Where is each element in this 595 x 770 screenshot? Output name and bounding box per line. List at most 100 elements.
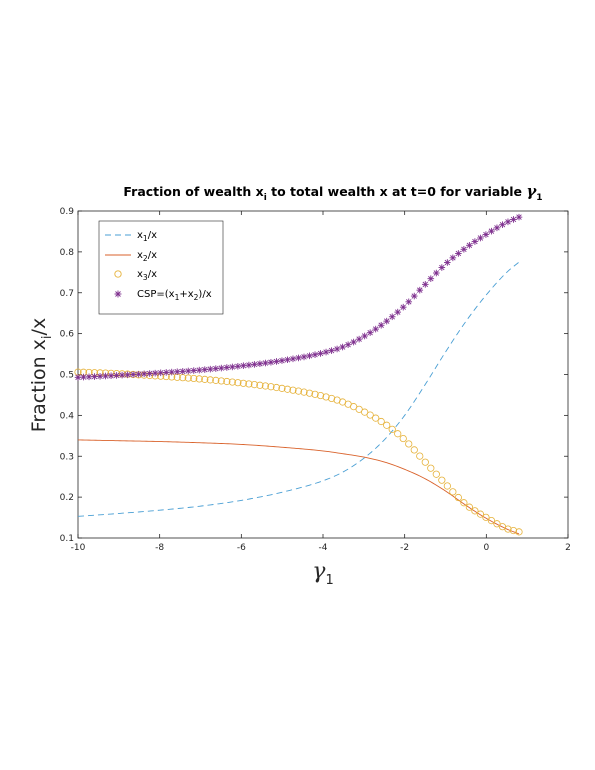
- series-point: [306, 352, 313, 360]
- series-point: [372, 325, 379, 333]
- y-tick-label: 0.2: [60, 493, 74, 503]
- series-point: [311, 351, 319, 358]
- series-point: [228, 378, 236, 386]
- series-point: [207, 365, 214, 373]
- series-point: [201, 375, 209, 383]
- series-point: [344, 341, 352, 348]
- series-point: [206, 376, 214, 384]
- y-tick-label: 0.7: [60, 289, 74, 299]
- y-tick-label: 0.6: [60, 330, 75, 340]
- series-point: [294, 387, 303, 395]
- series-point: [488, 227, 495, 235]
- series-point: [223, 364, 231, 371]
- series-point: [305, 389, 314, 397]
- legend-label-csp: CSP=(x1+x2)/x: [137, 289, 212, 302]
- series-point: [455, 250, 462, 257]
- series-point: [295, 354, 302, 362]
- y-tick-label: 0.8: [60, 248, 75, 258]
- series-point: [256, 381, 264, 389]
- x-tick-label: -8: [155, 543, 164, 553]
- y-tick-label: 0.9: [60, 207, 75, 217]
- series-point: [283, 385, 292, 393]
- series-point: [388, 425, 396, 433]
- x-tick-label: -10: [71, 543, 86, 553]
- x-axis-label: γ1: [312, 559, 333, 588]
- y-tick-label: 0.5: [60, 371, 74, 381]
- series-point: [444, 259, 451, 266]
- series-point: [80, 373, 87, 381]
- series-point: [157, 369, 164, 377]
- series-4: [74, 213, 523, 381]
- series-point: [190, 367, 198, 374]
- series-1: [77, 261, 520, 517]
- x-axis-ticks: -10 -8 -6 -4 -2 0 2: [71, 211, 571, 553]
- series-point: [383, 317, 390, 325]
- series-point: [328, 347, 335, 354]
- series-point: [245, 361, 253, 369]
- series-point: [311, 390, 319, 398]
- series-point: [471, 507, 479, 515]
- series-point: [96, 372, 104, 380]
- series-point: [377, 417, 385, 426]
- series-point: [339, 343, 346, 351]
- series-point: [201, 366, 209, 373]
- series-point: [460, 499, 468, 507]
- series-point: [438, 264, 446, 271]
- series-point: [284, 356, 291, 364]
- series-point: [251, 361, 258, 368]
- series-point: [223, 377, 231, 386]
- series-point: [135, 370, 142, 378]
- series-point: [118, 371, 126, 379]
- series-point: [355, 335, 363, 343]
- series-point: [449, 254, 457, 262]
- series-point: [504, 218, 512, 226]
- legend-box: [98, 220, 224, 315]
- series-layer: [74, 213, 523, 536]
- series-point: [515, 213, 523, 221]
- series-point: [184, 367, 192, 375]
- series-point: [240, 362, 247, 369]
- series-point: [129, 371, 137, 378]
- series-point: [454, 493, 462, 502]
- series-point: [146, 370, 153, 377]
- series-point: [510, 216, 517, 223]
- x-tick-label: -2: [400, 543, 409, 553]
- series-line: [77, 439, 520, 535]
- series-point: [421, 281, 429, 288]
- series-point: [377, 321, 385, 329]
- series-point: [515, 528, 523, 536]
- series-point: [212, 376, 220, 384]
- series-point: [432, 470, 440, 478]
- series-point: [449, 488, 457, 496]
- series-point: [405, 298, 413, 306]
- series-point: [394, 308, 402, 316]
- series-point: [493, 224, 501, 232]
- y-axis-label: Fraction xi/x: [28, 318, 55, 432]
- series-point: [433, 269, 440, 277]
- series-point: [278, 357, 286, 364]
- series-point: [366, 329, 374, 336]
- series-point: [300, 388, 308, 396]
- series-point: [278, 384, 286, 392]
- series-point: [140, 370, 148, 378]
- series-point: [476, 510, 485, 518]
- series-point: [327, 394, 336, 403]
- series-point: [399, 303, 407, 311]
- series-point: [239, 379, 247, 387]
- series-point: [289, 355, 297, 363]
- legend-label-x1: x1/x: [137, 230, 157, 243]
- series-point: [388, 313, 396, 321]
- series-point: [267, 358, 275, 366]
- series-point: [416, 286, 424, 294]
- series-point: [466, 242, 473, 249]
- x-tick-label: -4: [319, 543, 328, 553]
- series-point: [300, 353, 308, 361]
- series-point: [217, 377, 225, 385]
- series-point: [509, 526, 518, 535]
- series-point: [477, 234, 484, 242]
- series-point: [427, 464, 435, 472]
- chart-title: Fraction of wealth xi to total wealth x …: [123, 182, 542, 203]
- series-point: [460, 245, 468, 253]
- series-point: [482, 513, 490, 521]
